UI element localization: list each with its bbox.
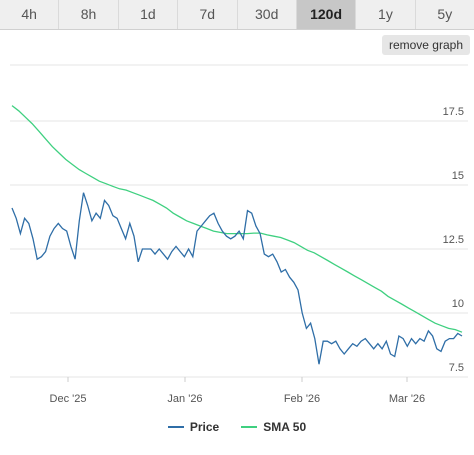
y-tick-label: 7.5	[449, 362, 464, 374]
legend-item-sma[interactable]: SMA 50	[241, 420, 306, 434]
tab-1y[interactable]: 1y	[356, 0, 416, 29]
legend-swatch-price	[167, 426, 184, 428]
tab-4h[interactable]: 4h	[0, 0, 60, 29]
tab-1d[interactable]: 1d	[118, 0, 179, 29]
tab-5y[interactable]: 5y	[415, 0, 474, 29]
chart-series	[11, 105, 463, 365]
x-tick-label: Mar '26	[389, 393, 425, 405]
x-tick-label: Feb '26	[284, 393, 320, 405]
tab-8h[interactable]: 8h	[59, 0, 119, 29]
timeframe-tabs: 4h 8h 1d 7d 30d 120d 1y 5y	[0, 0, 474, 30]
legend-label-price: Price	[189, 420, 220, 434]
legend-swatch-sma	[241, 426, 258, 428]
x-axis-labels: Dec '25 Jan '26 Feb '26 Mar '26	[50, 377, 425, 405]
y-tick-label: 17.5	[443, 106, 464, 118]
tab-120d[interactable]: 120d	[296, 0, 357, 29]
chart-legend: Price SMA 50	[0, 420, 474, 434]
tab-7d[interactable]: 7d	[178, 0, 238, 29]
x-tick-label: Jan '26	[167, 393, 202, 405]
y-tick-label: 10	[452, 298, 464, 310]
y-axis-labels: 7.5 10 12.5 15 17.5	[443, 106, 464, 374]
price-chart: 7.5 10 12.5 15 17.5 Dec '25 Jan '26 Feb '26 Mar…	[10, 64, 468, 405]
chart-grid	[10, 64, 468, 378]
tab-30d[interactable]: 30d	[237, 0, 297, 29]
legend-label-sma: SMA 50	[263, 420, 307, 434]
remove-graph-button[interactable]: remove graph	[381, 35, 470, 55]
y-tick-label: 12.5	[443, 234, 464, 246]
legend-item-price[interactable]: Price	[167, 420, 220, 434]
x-tick-label: Dec '25	[50, 393, 87, 405]
y-tick-label: 15	[452, 170, 464, 182]
series-line-price	[11, 192, 463, 365]
